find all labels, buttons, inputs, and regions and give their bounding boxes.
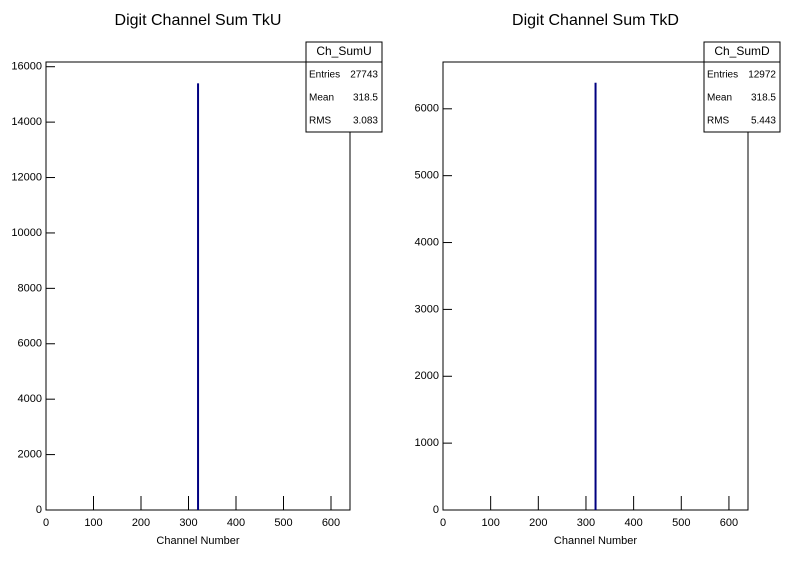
x-tick-label: 0 xyxy=(43,517,49,529)
x-tick-label: 600 xyxy=(322,517,340,529)
x-tick-label: 200 xyxy=(132,517,150,529)
x-tick-label: 400 xyxy=(227,517,245,529)
stats-value: 5.443 xyxy=(751,116,776,127)
x-tick-label: 100 xyxy=(481,517,499,529)
y-tick-label: 3000 xyxy=(415,303,439,315)
y-tick-label: 2000 xyxy=(18,448,42,460)
y-tick-label: 4000 xyxy=(18,393,42,405)
x-axis-label: Channel Number xyxy=(554,535,637,547)
histogram-bar xyxy=(197,83,200,510)
y-tick-label: 12000 xyxy=(11,171,42,183)
y-tick-label: 8000 xyxy=(18,282,42,294)
x-tick-label: 100 xyxy=(84,517,102,529)
stats-value: 318.5 xyxy=(353,93,378,104)
x-tick-label: 600 xyxy=(720,517,738,529)
stats-label: RMS xyxy=(309,116,332,127)
stats-label: Entries xyxy=(309,70,340,81)
y-tick-label: 10000 xyxy=(11,227,42,239)
stats-value: 27743 xyxy=(350,70,378,81)
x-tick-label: 200 xyxy=(529,517,547,529)
stats-box xyxy=(305,41,383,133)
y-tick-label: 0 xyxy=(433,504,439,516)
stats-box xyxy=(703,41,781,133)
stats-value: 3.083 xyxy=(353,116,378,127)
stats-label: Entries xyxy=(707,70,738,81)
y-tick-label: 6000 xyxy=(415,103,439,115)
x-tick-label: 0 xyxy=(440,517,446,529)
stats-label: RMS xyxy=(707,116,730,127)
stats-name: Ch_SumU xyxy=(316,44,371,58)
y-tick-label: 2000 xyxy=(415,370,439,382)
y-tick-label: 1000 xyxy=(415,437,439,449)
stats-name: Ch_SumD xyxy=(714,44,770,58)
y-tick-label: 16000 xyxy=(11,61,42,73)
x-tick-label: 500 xyxy=(672,517,690,529)
y-tick-label: 6000 xyxy=(18,338,42,350)
chart-title: Digit Channel Sum TkD xyxy=(512,12,679,29)
x-axis-label: Channel Number xyxy=(156,535,239,547)
stats-value: 318.5 xyxy=(751,93,776,104)
histogram-bar xyxy=(594,82,597,510)
x-tick-label: 300 xyxy=(577,517,595,529)
y-tick-label: 14000 xyxy=(11,116,42,128)
stats-label: Mean xyxy=(309,93,334,104)
y-tick-label: 0 xyxy=(36,504,42,516)
y-tick-label: 4000 xyxy=(415,236,439,248)
x-tick-label: 400 xyxy=(624,517,642,529)
stats-label: Mean xyxy=(707,93,732,104)
x-tick-label: 300 xyxy=(179,517,197,529)
x-tick-label: 500 xyxy=(274,517,292,529)
stats-value: 12972 xyxy=(748,70,776,81)
y-tick-label: 5000 xyxy=(415,170,439,182)
chart-title: Digit Channel Sum TkU xyxy=(115,12,282,29)
